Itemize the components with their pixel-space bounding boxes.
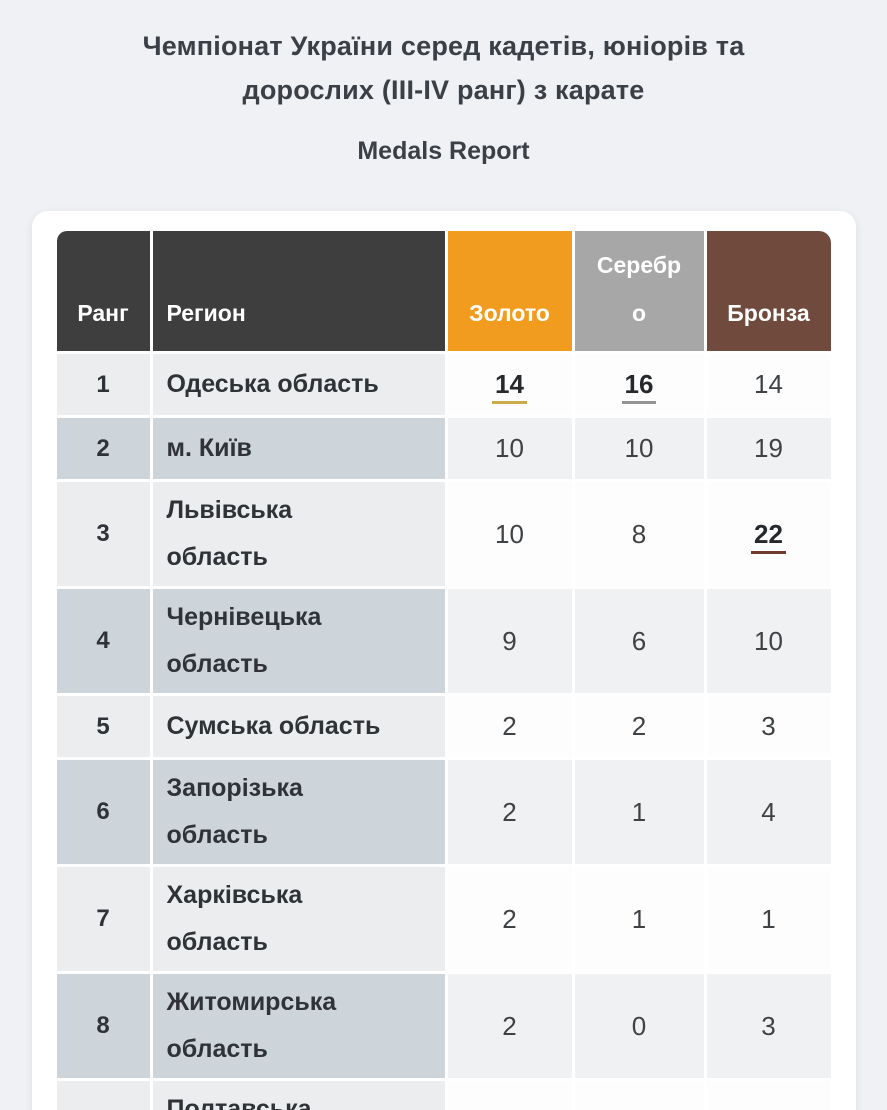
rank-cell: 3 (56, 482, 150, 586)
region-cell: Полтавська область (152, 1081, 445, 1110)
rank-cell: 1 (56, 354, 150, 415)
gold-cell (447, 1081, 572, 1110)
silver-cell: 1 (574, 867, 704, 971)
silver-max-value[interactable]: 16 (621, 369, 657, 404)
report-subtitle: Medals Report (357, 137, 530, 165)
silver-cell: 0 (574, 974, 704, 1078)
report-header: Чемпіонат України серед кадетів, юніорів… (0, 0, 887, 166)
gold-cell: 2 (447, 760, 572, 864)
silver-cell: 1 (574, 760, 704, 864)
silver-cell: 16 (574, 354, 704, 415)
table-row: 2 м. Київ 10 10 19 (56, 418, 831, 479)
silver-cell: 8 (574, 482, 704, 586)
silver-cell (574, 1081, 704, 1110)
region-cell: Чернівецька область (152, 589, 445, 693)
column-header-rank: Ранг (56, 231, 150, 351)
table-row: 4 Чернівецька область 9 6 10 (56, 589, 831, 693)
region-cell: Сумська область (152, 696, 445, 757)
column-header-region: Регион (152, 231, 445, 351)
region-cell: Одеська область (152, 354, 445, 415)
table-row: 1 Одеська область 14 16 14 (56, 354, 831, 415)
gold-cell: 2 (447, 974, 572, 1078)
medals-card: Ранг Регион Золото Серебро Бронза 1 Одес… (31, 211, 856, 1110)
gold-cell: 2 (447, 696, 572, 757)
bronze-cell: 10 (706, 589, 831, 693)
column-header-silver: Серебро (574, 231, 704, 351)
region-cell: Запорізька область (152, 760, 445, 864)
bronze-header-label: Бронза (727, 300, 810, 326)
gold-cell: 2 (447, 867, 572, 971)
rank-cell: 2 (56, 418, 150, 479)
medals-table: Ранг Регион Золото Серебро Бронза 1 Одес… (54, 228, 834, 1110)
page-title: Чемпіонат України серед кадетів, юніорів… (142, 31, 745, 105)
table-row: 5 Сумська область 2 2 3 (56, 696, 831, 757)
region-cell: Харківська область (152, 867, 445, 971)
column-header-bronze: Бронза (706, 231, 831, 351)
bronze-cell: 3 (706, 696, 831, 757)
bronze-cell: 1 (706, 867, 831, 971)
bronze-cell: 22 (706, 482, 831, 586)
bronze-cell: 3 (706, 974, 831, 1078)
bronze-cell (706, 1081, 831, 1110)
rank-cell: 5 (56, 696, 150, 757)
table-row: 9 Полтавська область (56, 1081, 831, 1110)
bronze-max-value[interactable]: 22 (751, 518, 786, 554)
gold-cell: 10 (447, 482, 572, 586)
bronze-cell: 4 (706, 760, 831, 864)
gold-cell: 14 (447, 354, 572, 415)
silver-cell: 6 (574, 589, 704, 693)
table-row: 8 Житомирська область 2 0 3 (56, 974, 831, 1078)
bronze-cell: 19 (706, 418, 831, 479)
gold-header-label: Золото (469, 300, 550, 326)
table-row: 3 Львівська область 10 8 22 (56, 482, 831, 586)
region-cell: Львівська область (152, 482, 445, 586)
table-row: 6 Запорізька область 2 1 4 (56, 760, 831, 864)
silver-cell: 10 (574, 418, 704, 479)
silver-header-label: Серебро (596, 252, 682, 326)
rank-cell: 9 (56, 1081, 150, 1110)
bronze-cell: 14 (706, 354, 831, 415)
rank-cell: 4 (56, 589, 150, 693)
header-row: Ранг Регион Золото Серебро Бронза (56, 231, 831, 351)
rank-cell: 8 (56, 974, 150, 1078)
column-header-gold: Золото (447, 231, 572, 351)
table-row: 7 Харківська область 2 1 1 (56, 867, 831, 971)
region-cell: Житомирська область (152, 974, 445, 1078)
rank-cell: 7 (56, 867, 150, 971)
gold-cell: 10 (447, 418, 572, 479)
rank-cell: 6 (56, 760, 150, 864)
silver-cell: 2 (574, 696, 704, 757)
gold-cell: 9 (447, 589, 572, 693)
region-cell: м. Київ (152, 418, 445, 479)
gold-max-value[interactable]: 14 (492, 369, 527, 404)
